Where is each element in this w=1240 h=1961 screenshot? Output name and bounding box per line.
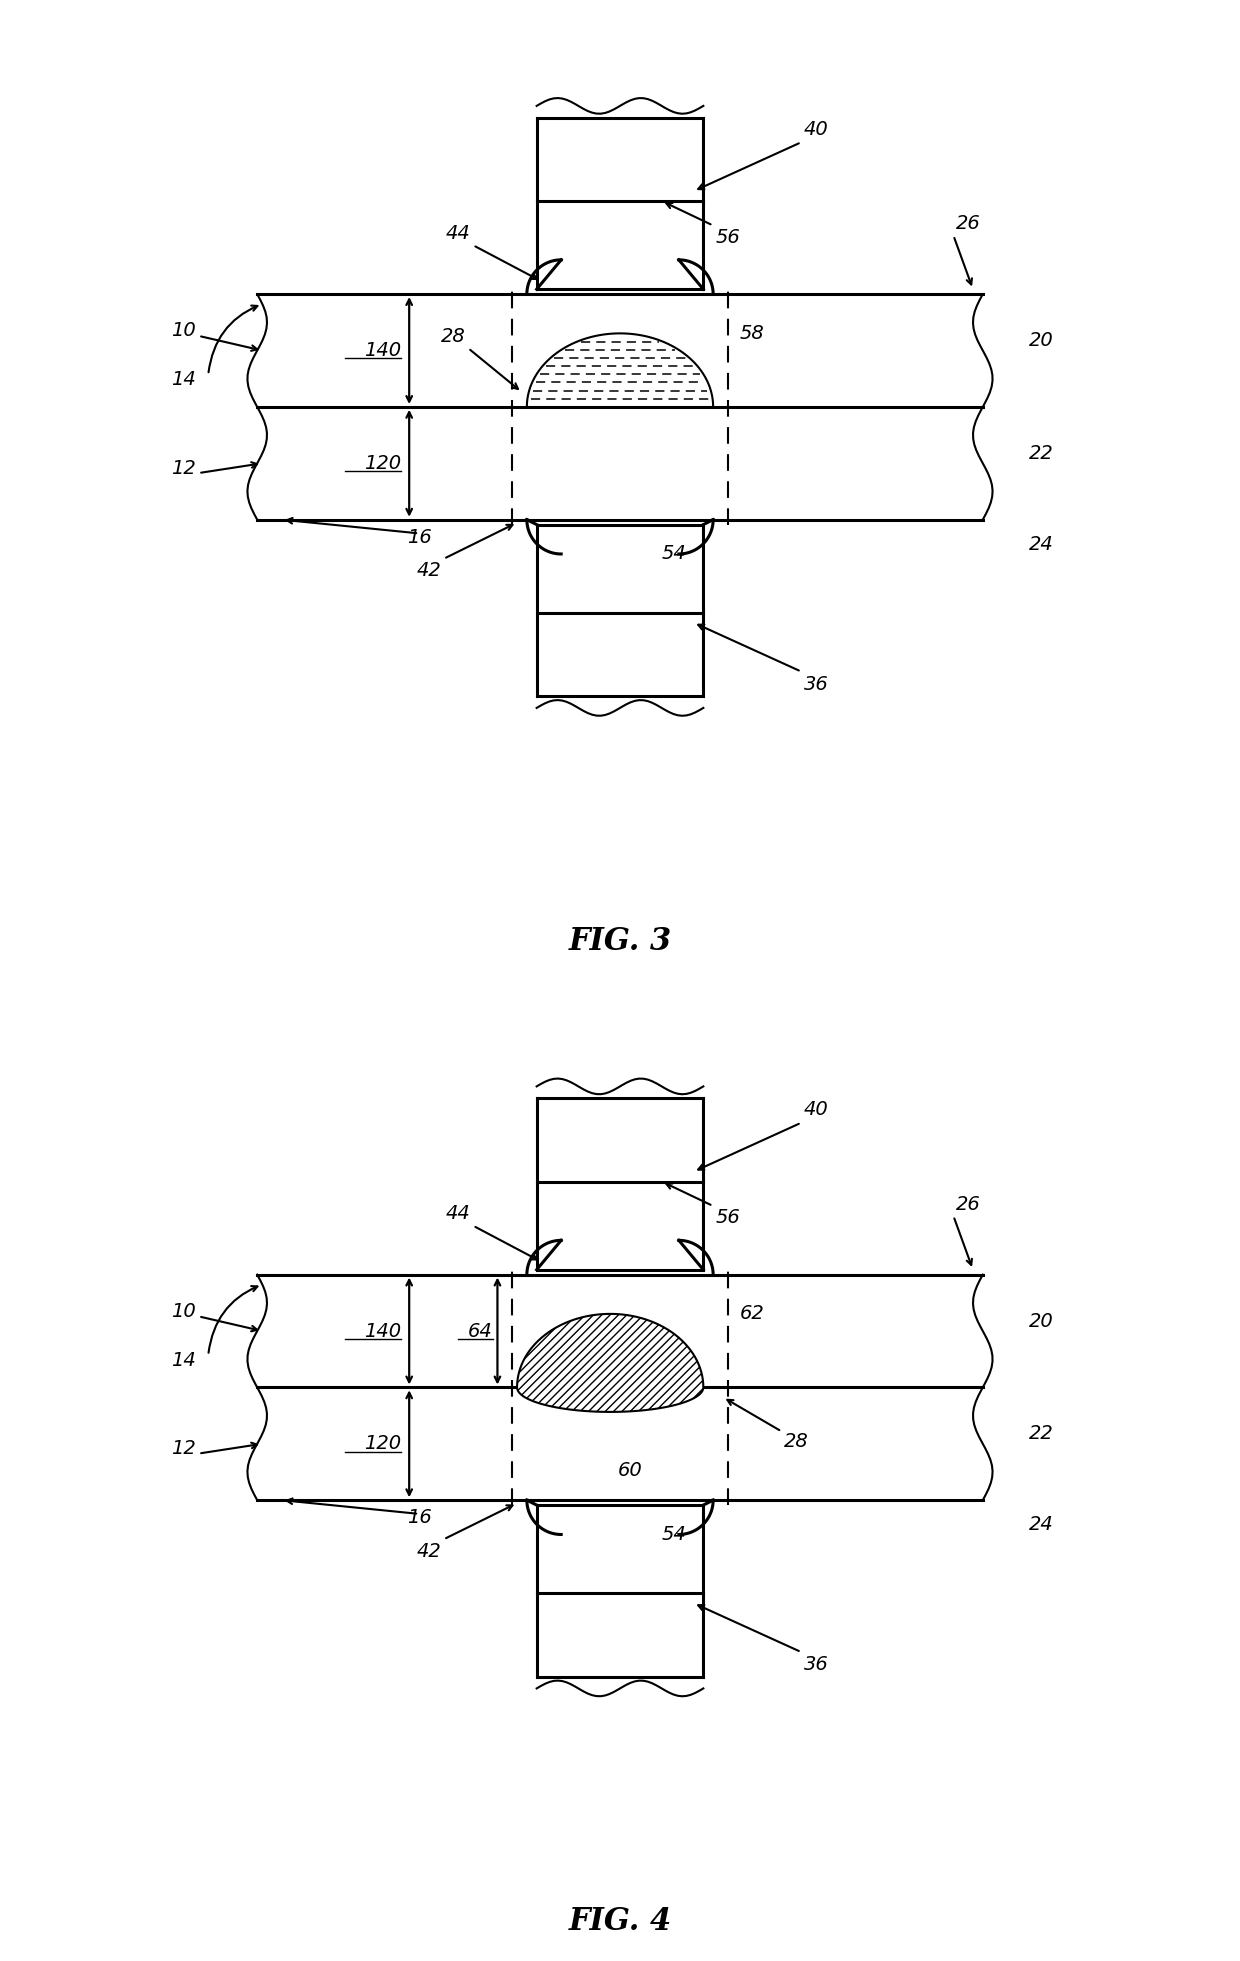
Text: 26: 26 (956, 214, 981, 233)
Text: 140: 140 (365, 341, 402, 361)
Text: 140: 140 (365, 1322, 402, 1341)
Text: 20: 20 (1029, 331, 1054, 351)
Text: 42: 42 (417, 1541, 441, 1561)
Text: 10: 10 (171, 322, 196, 341)
Text: 14: 14 (171, 1351, 196, 1371)
Text: 28: 28 (441, 327, 466, 345)
Text: 120: 120 (365, 1433, 402, 1453)
Text: 22: 22 (1029, 443, 1054, 463)
Text: 60: 60 (618, 1461, 642, 1481)
Text: 42: 42 (417, 561, 441, 580)
Text: 54: 54 (662, 545, 686, 563)
Text: 56: 56 (715, 1208, 740, 1228)
Text: 36: 36 (804, 675, 828, 694)
Text: FIG. 3: FIG. 3 (568, 926, 672, 957)
Text: 56: 56 (715, 227, 740, 247)
Text: 20: 20 (1029, 1312, 1054, 1332)
Text: 24: 24 (1029, 535, 1054, 553)
Text: 10: 10 (171, 1302, 196, 1322)
Text: 62: 62 (740, 1304, 765, 1324)
Text: 22: 22 (1029, 1424, 1054, 1443)
Text: 44: 44 (446, 1204, 471, 1224)
Text: 40: 40 (804, 1100, 828, 1120)
Text: 58: 58 (740, 324, 765, 343)
Text: 54: 54 (662, 1526, 686, 1543)
Text: 36: 36 (804, 1655, 828, 1675)
Text: 44: 44 (446, 224, 471, 243)
Text: 16: 16 (407, 528, 432, 547)
Text: 12: 12 (171, 459, 196, 478)
Text: FIG. 4: FIG. 4 (568, 1906, 672, 1937)
Text: 64: 64 (467, 1322, 492, 1341)
Polygon shape (517, 1314, 703, 1412)
Text: 120: 120 (365, 453, 402, 473)
Text: 26: 26 (956, 1194, 981, 1214)
Text: 14: 14 (171, 371, 196, 390)
Text: 28: 28 (784, 1432, 808, 1451)
Text: 12: 12 (171, 1439, 196, 1459)
Text: 16: 16 (407, 1508, 432, 1528)
Text: 40: 40 (804, 120, 828, 139)
Text: 24: 24 (1029, 1516, 1054, 1534)
Polygon shape (527, 333, 713, 408)
